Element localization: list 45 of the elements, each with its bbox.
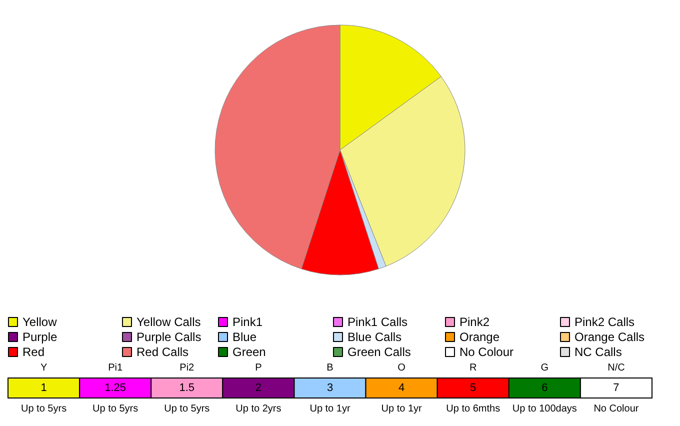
text: 1.25	[104, 382, 126, 394]
text: Up to 1yr	[310, 404, 351, 414]
text: R	[469, 362, 477, 374]
text: Pi2	[180, 362, 195, 374]
text: Up to 2yrs	[236, 404, 282, 414]
legend-label: NC Calls	[574, 345, 622, 359]
text: No Colour	[594, 404, 640, 414]
text: 3	[326, 382, 334, 394]
legend-label: Green	[232, 345, 266, 359]
legend-label: Orange Calls	[574, 330, 645, 344]
text: O	[398, 362, 406, 374]
text: Pi1	[108, 362, 123, 374]
legend-label: Orange	[460, 330, 500, 344]
legend-label: Pink1	[232, 315, 263, 329]
legend-label: Red Calls	[136, 345, 189, 359]
text: 2	[255, 382, 262, 394]
legend-label: Blue Calls	[348, 330, 402, 344]
text: 5	[470, 382, 476, 394]
text: Up to 5yrs	[20, 404, 67, 414]
text: P	[255, 362, 262, 374]
text: G	[540, 362, 549, 374]
legend-label: Purple Calls	[136, 330, 202, 344]
text: 4	[398, 382, 405, 394]
legend-label: Purple	[22, 330, 58, 344]
text: 6	[542, 382, 548, 394]
text: Up to 5yrs	[92, 404, 138, 414]
legend-label: Yellow Calls	[136, 315, 201, 329]
legend-label: Yellow	[22, 315, 58, 329]
text: Up to 6mths	[446, 404, 500, 414]
text: B	[326, 362, 334, 374]
legend-label: Blue	[232, 330, 257, 344]
text: Up to 1yr	[381, 404, 423, 414]
legend-label: Red	[22, 345, 45, 359]
text: Y	[40, 362, 48, 374]
legend-label: Pink2 Calls	[574, 315, 635, 329]
text: 1	[40, 382, 47, 394]
legend-label: Green Calls	[348, 345, 411, 359]
text: 1.5	[179, 382, 195, 394]
legend-label: Pink2	[460, 315, 490, 329]
legend-label: Pink1 Calls	[348, 315, 408, 329]
text: N/C	[608, 362, 625, 374]
legend-label: No Colour	[460, 345, 514, 359]
text: 7	[613, 382, 620, 394]
text: Up to 5yrs	[164, 404, 210, 414]
text: Up to 100days	[512, 404, 577, 414]
